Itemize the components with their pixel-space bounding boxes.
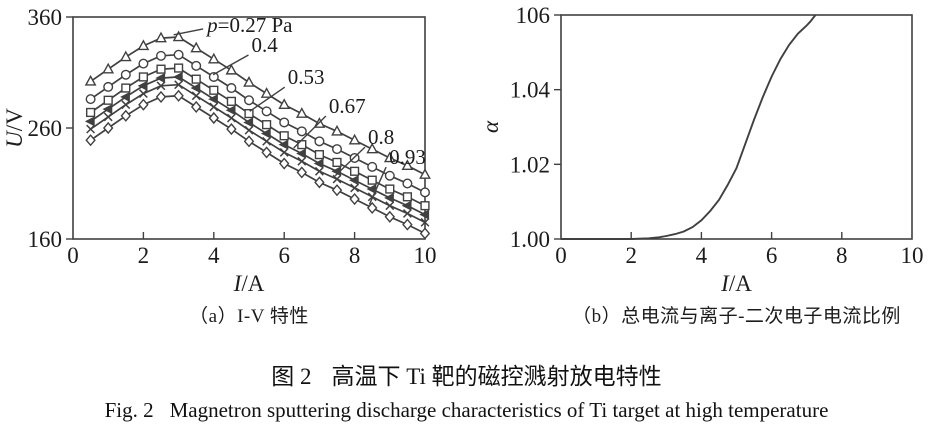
figure-number-zh: 图 2 [271, 364, 312, 389]
iv-annotations: p=0.27 Pa0.4 0.530.670.80.93 [173, 13, 426, 205]
svg-text:260: 260 [28, 116, 63, 141]
svg-text:I/A: I/A [720, 271, 752, 296]
svg-text:8: 8 [836, 243, 848, 268]
iv-series-markers-1 [85, 49, 431, 198]
svg-text:1.02: 1.02 [510, 152, 550, 177]
series-label: 0.8 [368, 125, 394, 149]
series-label: 0.67 [329, 94, 366, 118]
svg-text:6: 6 [766, 243, 778, 268]
series-label: 0.4 [251, 33, 278, 57]
svg-text:α: α [478, 120, 503, 133]
svg-text:4: 4 [208, 243, 220, 268]
figure-title-zh-text: 高温下 Ti 靶的磁控溅射放电特性 [331, 364, 662, 389]
caption-panel-a: （a）I-V 特性 [189, 306, 309, 327]
alpha-axes: 0 2 4 6 8 10 1.00 1.02 1.04 106 I/A α [478, 3, 924, 296]
iv-series-markers-5 [85, 89, 431, 240]
figure-title-en: Fig. 2 Magnetron sputtering discharge cha… [0, 398, 933, 423]
svg-text:106: 106 [516, 3, 551, 28]
svg-text:U/V: U/V [2, 108, 27, 148]
series-label: 0.93 [389, 145, 426, 169]
svg-text:160: 160 [28, 227, 63, 252]
iv-series-markers-4 [86, 80, 430, 227]
iv-series-line-4 [90, 83, 426, 224]
iv-series-markers-0 [84, 30, 431, 179]
alpha-ratio-chart: 0 2 4 6 8 10 1.00 1.02 1.04 106 I/A α [478, 3, 924, 296]
iv-series-markers-2 [85, 63, 430, 211]
svg-text:2: 2 [138, 243, 150, 268]
svg-text:0: 0 [555, 243, 567, 268]
figure-title-zh: 图 2 高温下 Ti 靶的磁控溅射放电特性 [0, 357, 933, 391]
series-label-leader [212, 54, 249, 76]
svg-text:I/A: I/A [233, 271, 265, 296]
iv-axes: 0 2 4 6 8 10 160 260 360 I/A U/V [2, 5, 437, 296]
series-label-leader [293, 115, 327, 149]
svg-text:2: 2 [625, 243, 637, 268]
iv-series-line-0 [90, 36, 426, 176]
svg-text:8: 8 [349, 243, 361, 268]
series-label: 0.53 [288, 65, 325, 89]
svg-text:1.00: 1.00 [510, 227, 550, 252]
svg-text:0: 0 [67, 243, 79, 268]
svg-text:1.04: 1.04 [510, 78, 551, 103]
iv-series-markers-3 [84, 71, 430, 220]
series-label: p=0.27 Pa [205, 13, 293, 37]
svg-text:6: 6 [278, 243, 290, 268]
figure-number-en: Fig. 2 [104, 398, 154, 422]
svg-text:10: 10 [901, 243, 924, 268]
alpha-curve [561, 14, 817, 240]
svg-text:4: 4 [696, 243, 708, 268]
figure-title-en-text: Magnetron sputtering discharge character… [169, 398, 829, 422]
caption-panel-b: （b）总电流与离子-二次电子电流比例 [572, 306, 901, 327]
series-label-leader [368, 166, 387, 205]
series-label-leader [249, 86, 286, 112]
series-label-leader [334, 146, 366, 177]
svg-text:360: 360 [28, 5, 63, 30]
svg-text:10: 10 [414, 243, 437, 268]
series-label-leader [173, 28, 204, 36]
